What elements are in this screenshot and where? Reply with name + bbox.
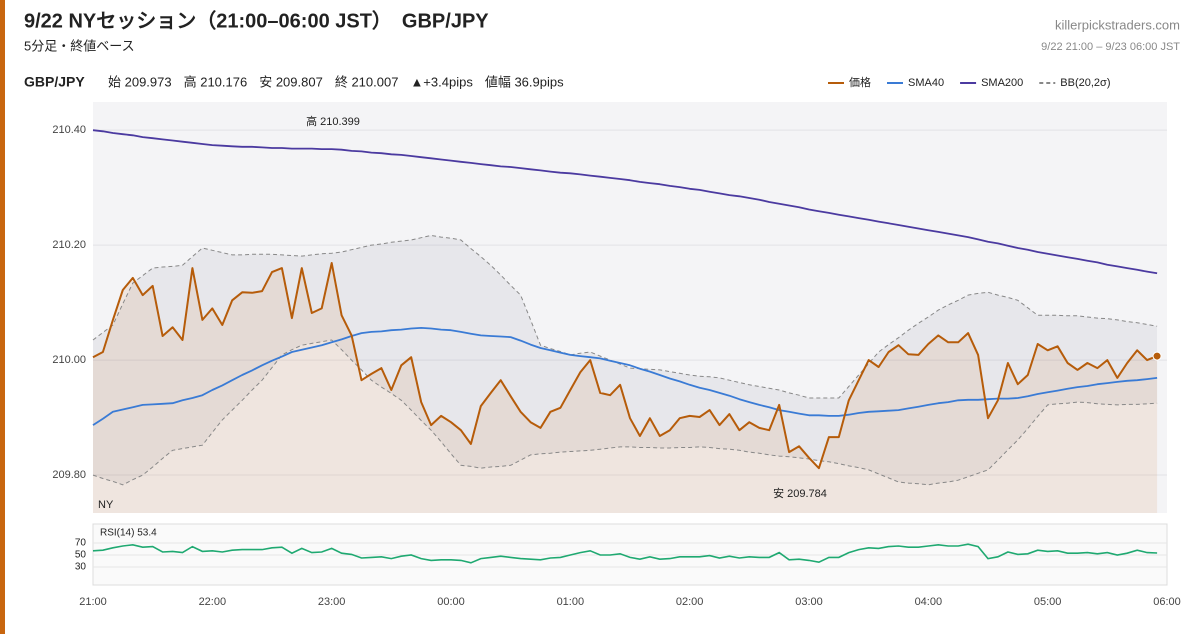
y-tick-label: 209.80: [52, 469, 86, 481]
legend-label: BB(20,2σ): [1060, 77, 1110, 89]
annotation: 高 210.399: [306, 114, 360, 128]
stat: 終 210.007: [335, 74, 399, 89]
x-tick-label: 23:00: [318, 596, 346, 608]
annotation: 安 209.784: [773, 486, 827, 500]
x-tick-label: 02:00: [676, 596, 704, 608]
x-tick-label: 03:00: [795, 596, 823, 608]
legend-label: 価格: [849, 75, 871, 89]
legend-label: SMA200: [981, 77, 1023, 89]
x-tick-label: 21:00: [79, 596, 107, 608]
y-tick-label: 210.40: [52, 124, 86, 136]
rsi-line: [92, 543, 1158, 564]
period: 9/22 21:00 – 9/23 06:00 JST: [1041, 41, 1180, 53]
stat: 始 209.973: [108, 74, 172, 89]
legend-label: SMA40: [908, 77, 944, 89]
series-line: [92, 129, 1158, 275]
annotation: NY: [98, 499, 114, 511]
series-line: [92, 262, 1158, 470]
symbol: GBP/JPY: [24, 74, 85, 90]
band-line: [92, 234, 1158, 399]
stat: 高 210.176: [184, 74, 248, 89]
accent-bar: [0, 0, 5, 634]
stat: 安 209.807: [259, 74, 323, 89]
band-line: [92, 339, 1158, 486]
band-fill: [93, 235, 1158, 485]
rsi-tick-label: 70: [75, 538, 87, 549]
rsi-tick-label: 50: [75, 550, 87, 561]
chart-title: 9/22 NYセッション（21:00–06:00 JST） GBP/JPY: [24, 9, 489, 32]
x-tick-label: 01:00: [557, 596, 585, 608]
rsi-label: RSI(14) 53.4: [100, 528, 157, 539]
x-tick-label: 06:00: [1153, 596, 1181, 608]
source: killerpickstraders.com: [1055, 17, 1180, 32]
x-tick-label: 05:00: [1034, 596, 1062, 608]
rsi-tick-label: 30: [75, 562, 87, 573]
y-tick-label: 210.00: [52, 354, 86, 366]
plot-area: [93, 102, 1167, 513]
y-tick-label: 210.20: [52, 239, 86, 251]
stat: ▲+3.4pips: [410, 74, 473, 89]
chart-subtitle: 5分足・終値ベース: [24, 38, 135, 53]
stat: 値幅 36.9pips: [485, 74, 564, 89]
price-area: [93, 263, 1158, 513]
last-price-dot: [1152, 351, 1162, 361]
x-tick-label: 04:00: [915, 596, 943, 608]
x-tick-label: 00:00: [437, 596, 465, 608]
x-tick-label: 22:00: [199, 596, 227, 608]
series-line: [92, 327, 1158, 426]
